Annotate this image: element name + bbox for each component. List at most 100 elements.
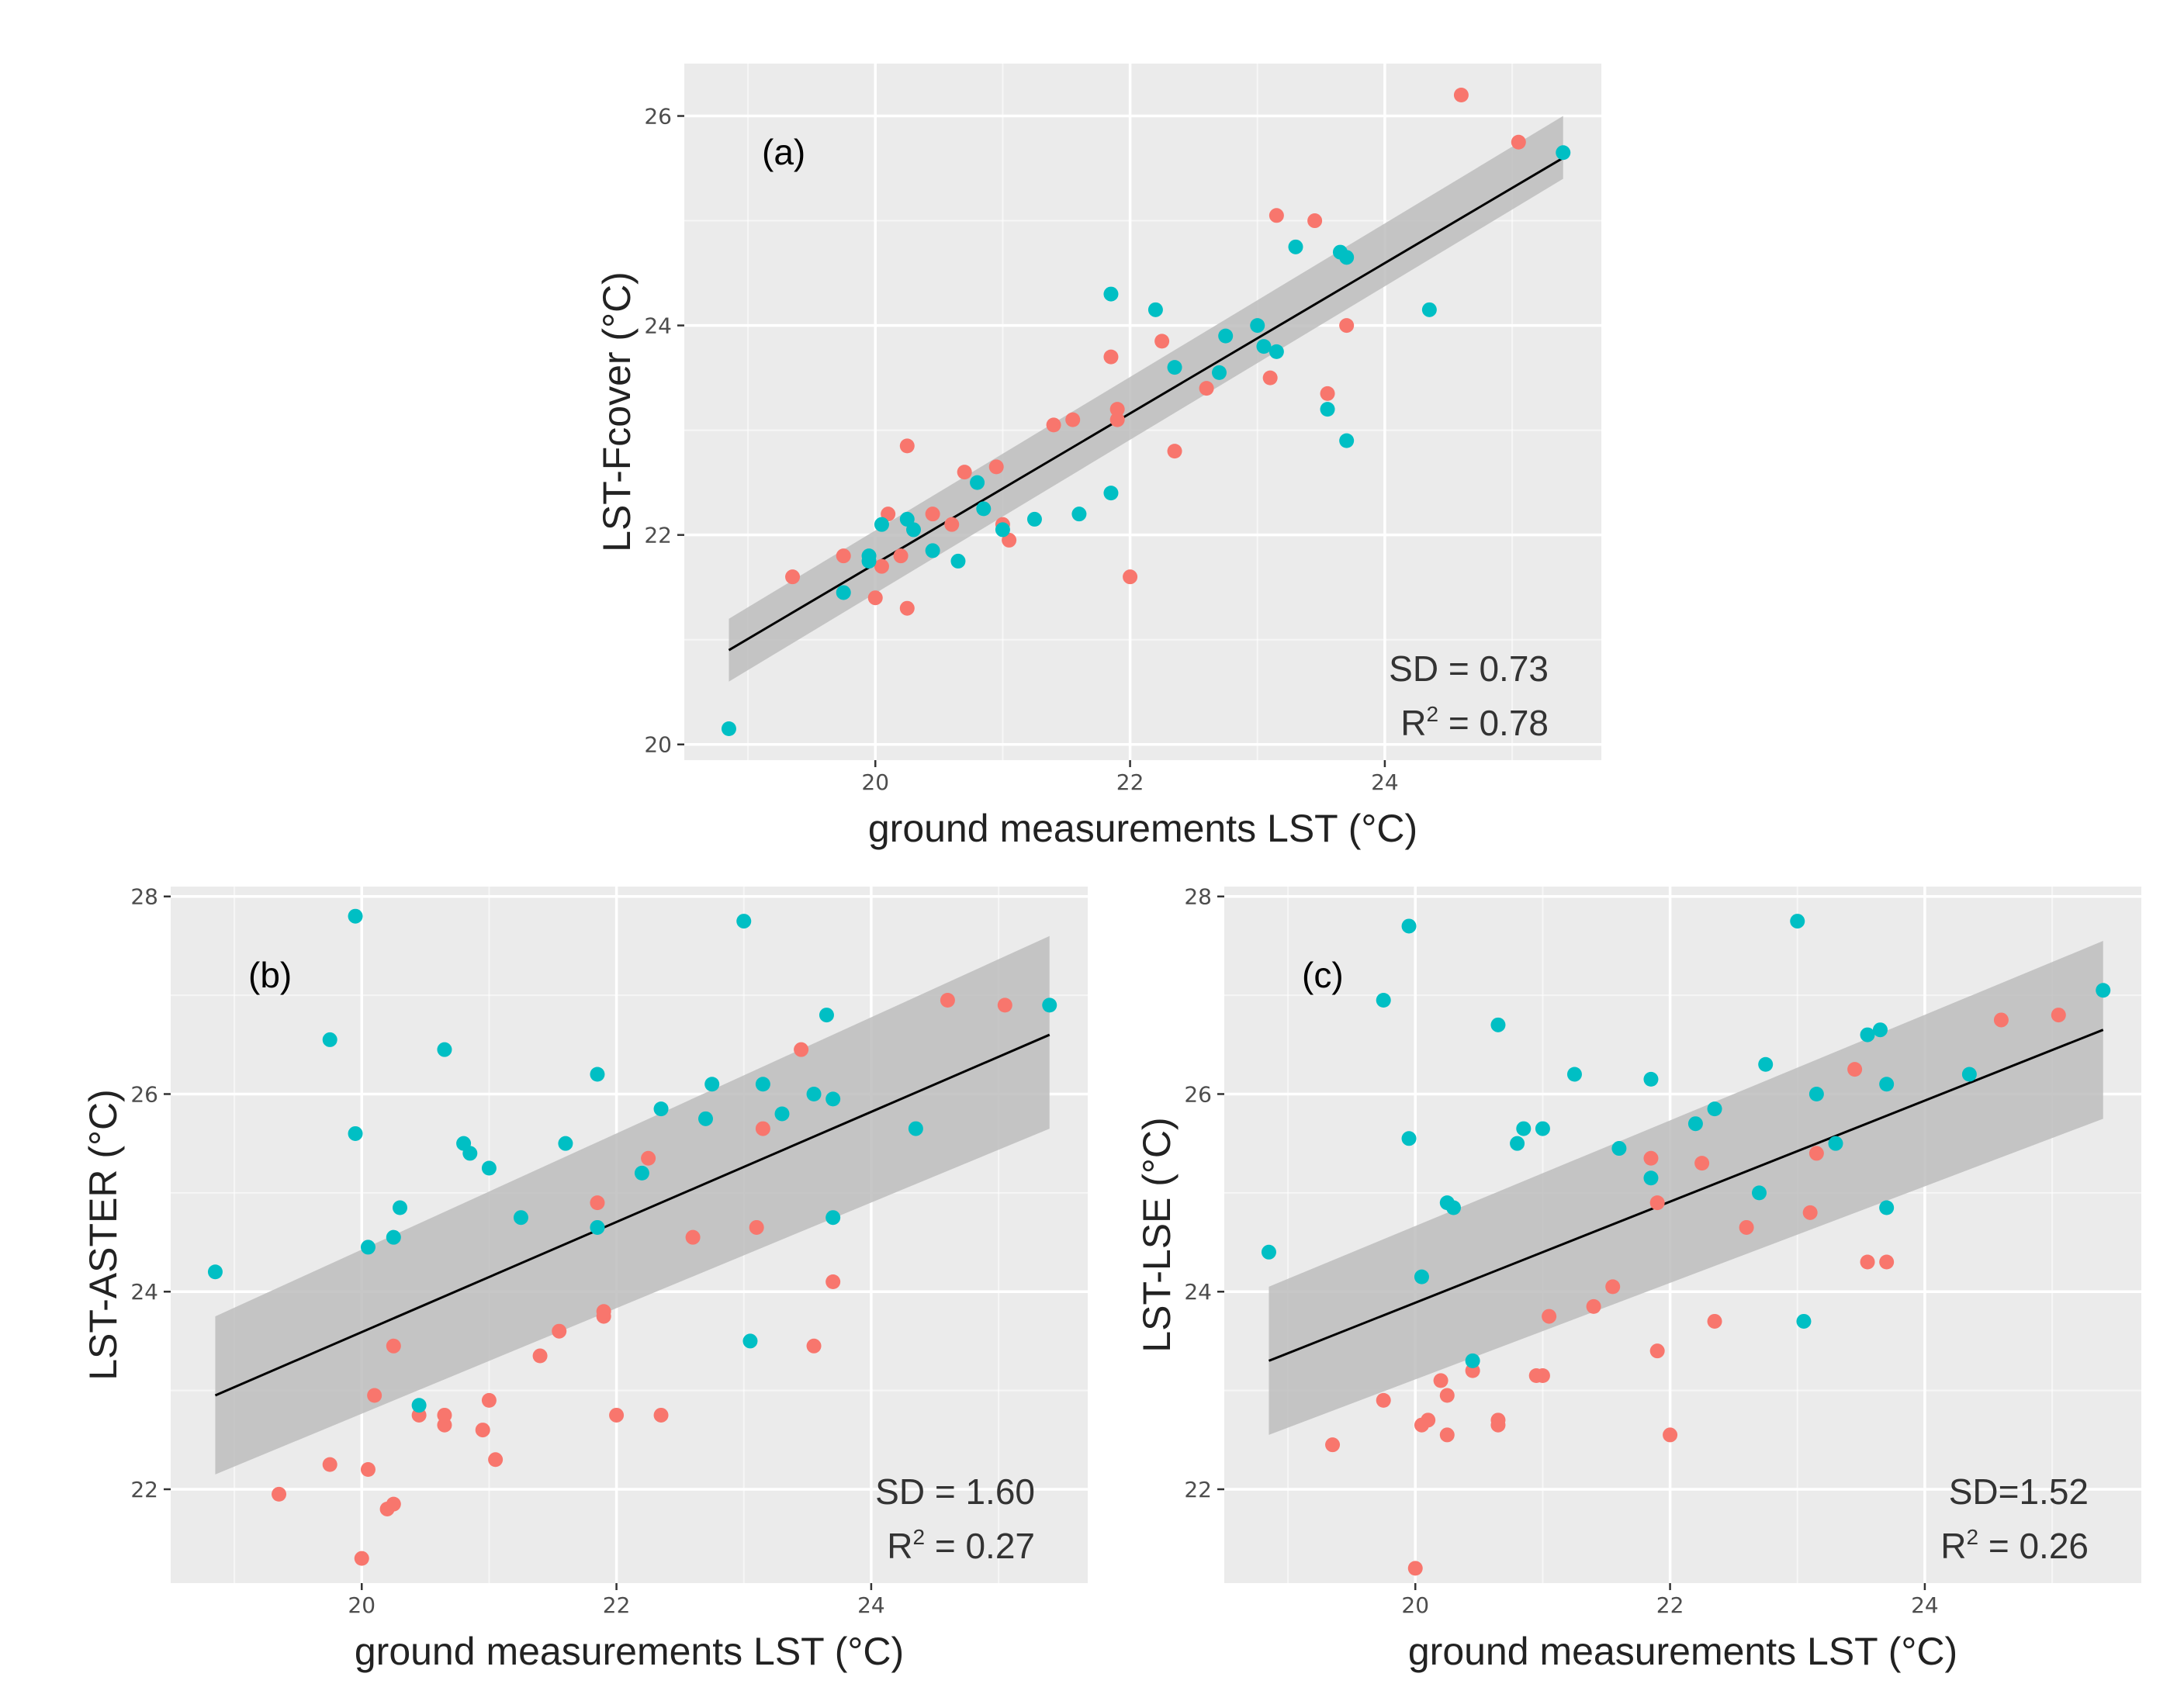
data-point-c-s2 [1566,1067,1582,1082]
data-point-b-s2 [386,1229,401,1245]
data-point-b-s2 [704,1077,720,1092]
x-axis-label-b: ground measurements LST (°C) [355,1630,904,1673]
data-point-a-s2 [836,585,851,600]
data-point-b-s1 [552,1323,567,1339]
data-point-a-s1 [1046,417,1061,433]
y-tick-label-c: 26 [1184,1081,1212,1107]
data-point-b-s2 [411,1398,427,1413]
y-tick-label-c: 28 [1184,884,1212,910]
chart-panel-c: 20 22 24 22 24 26 28 (c) ground measurements LST… [1135,884,2141,1673]
data-point-a-s2 [906,522,921,538]
data-point-c-s2 [1465,1353,1480,1368]
data-point-b-s2 [825,1091,841,1107]
data-point-a-s1 [899,438,915,454]
data-point-a-s2 [1256,339,1272,354]
data-point-c-s1 [1663,1427,1678,1443]
data-point-b-s1 [997,997,1012,1013]
data-point-a-s2 [970,475,985,490]
data-point-c-s2 [1707,1101,1722,1117]
data-point-c-s2 [1261,1244,1276,1260]
data-point-c-s2 [1961,1067,1977,1082]
data-point-a-s1 [925,507,940,522]
r2-annotation-b: R2 = 0.27 [887,1525,1035,1566]
data-point-b-s2 [755,1077,770,1092]
data-point-b-s1 [755,1121,770,1136]
data-point-b-s2 [360,1240,376,1255]
y-axis-label-c: LST-LSE (°C) [1135,1117,1179,1352]
x-tick-label-b: 22 [603,1592,631,1618]
confidence-band-b [215,935,1050,1475]
data-point-c-s1 [1535,1368,1550,1384]
data-point-c-s1 [1649,1343,1665,1359]
data-point-a-s1 [1065,412,1081,427]
data-point-c-s1 [1490,1417,1506,1433]
data-point-b-s1 [806,1338,822,1354]
data-point-a-s2 [976,501,992,517]
y-tick-label-b: 24 [130,1279,158,1305]
y-tick-label-a: 26 [644,104,672,130]
data-point-b-s1 [437,1407,452,1423]
data-point-b-s2 [207,1264,223,1280]
sd-annotation-b: SD = 1.60 [875,1471,1035,1512]
data-point-c-s1 [1879,1254,1895,1270]
data-point-c-s2 [1535,1121,1550,1136]
data-point-c-s2 [2096,983,2111,998]
data-point-c-s2 [1872,1022,1888,1038]
data-point-b-s1 [475,1423,490,1438]
data-point-c-s1 [1376,1392,1391,1408]
data-point-a-s2 [950,553,966,569]
data-point-b-s2 [698,1111,713,1126]
data-point-c-s1 [1860,1254,1875,1270]
data-point-c-s1 [1586,1298,1601,1314]
x-tick-label-c: 22 [1656,1592,1684,1618]
data-point-c-s2 [1490,1017,1506,1032]
data-point-b-s2 [348,908,363,924]
data-point-c-s1 [1643,1150,1659,1166]
data-point-c-s1 [1847,1062,1863,1077]
y-tick-label-b: 28 [130,884,158,910]
data-point-c-s2 [1611,1141,1627,1157]
data-point-c-s1 [1707,1313,1722,1329]
data-point-a-s2 [1288,239,1303,254]
data-point-b-s2 [825,1210,841,1226]
data-point-a-s1 [1307,213,1323,229]
data-point-b-s1 [481,1392,497,1408]
y-tick-label-c: 24 [1184,1279,1212,1305]
y-tick-label-a: 20 [644,732,672,758]
y-tick-label-c: 22 [1184,1477,1212,1502]
data-point-c-s2 [1752,1185,1767,1201]
data-point-c-s2 [1401,1131,1417,1146]
data-point-b-s1 [532,1348,548,1364]
data-point-b-s2 [462,1146,478,1161]
data-point-a-s1 [1109,412,1125,427]
data-point-b-s2 [513,1210,528,1226]
x-tick-label-c: 24 [1911,1592,1939,1618]
data-point-b-s2 [736,914,752,929]
data-point-a-s1 [1199,381,1214,396]
data-point-c-s1 [1649,1195,1665,1211]
data-point-b-s1 [272,1486,287,1502]
y-tick-label-a: 22 [644,523,672,548]
data-point-a-s1 [867,590,883,606]
data-point-a-s1 [899,600,915,616]
data-point-c-s2 [1510,1136,1525,1151]
data-point-a-s1 [1154,334,1170,349]
data-point-a-s1 [1453,88,1469,103]
data-point-a-s1 [1109,402,1125,417]
data-point-b-s1 [360,1462,376,1478]
data-point-b-s1 [590,1195,605,1211]
data-point-a-s1 [836,548,851,564]
data-point-b-s1 [749,1219,764,1235]
data-point-b-s2 [590,1219,605,1235]
x-axis-label-c: ground measurements LST (°C) [1408,1630,1957,1673]
data-point-b-s1 [386,1338,401,1354]
data-point-b-s1 [609,1407,625,1423]
data-point-b-s2 [742,1333,758,1349]
confidence-band-a [729,116,1563,682]
data-point-c-s1 [1407,1561,1423,1576]
data-point-b-s1 [488,1452,504,1468]
data-point-c-s1 [1694,1156,1710,1171]
data-point-a-s2 [1103,286,1119,302]
data-point-c-s2 [1516,1121,1532,1136]
data-point-c-s1 [1739,1219,1754,1235]
